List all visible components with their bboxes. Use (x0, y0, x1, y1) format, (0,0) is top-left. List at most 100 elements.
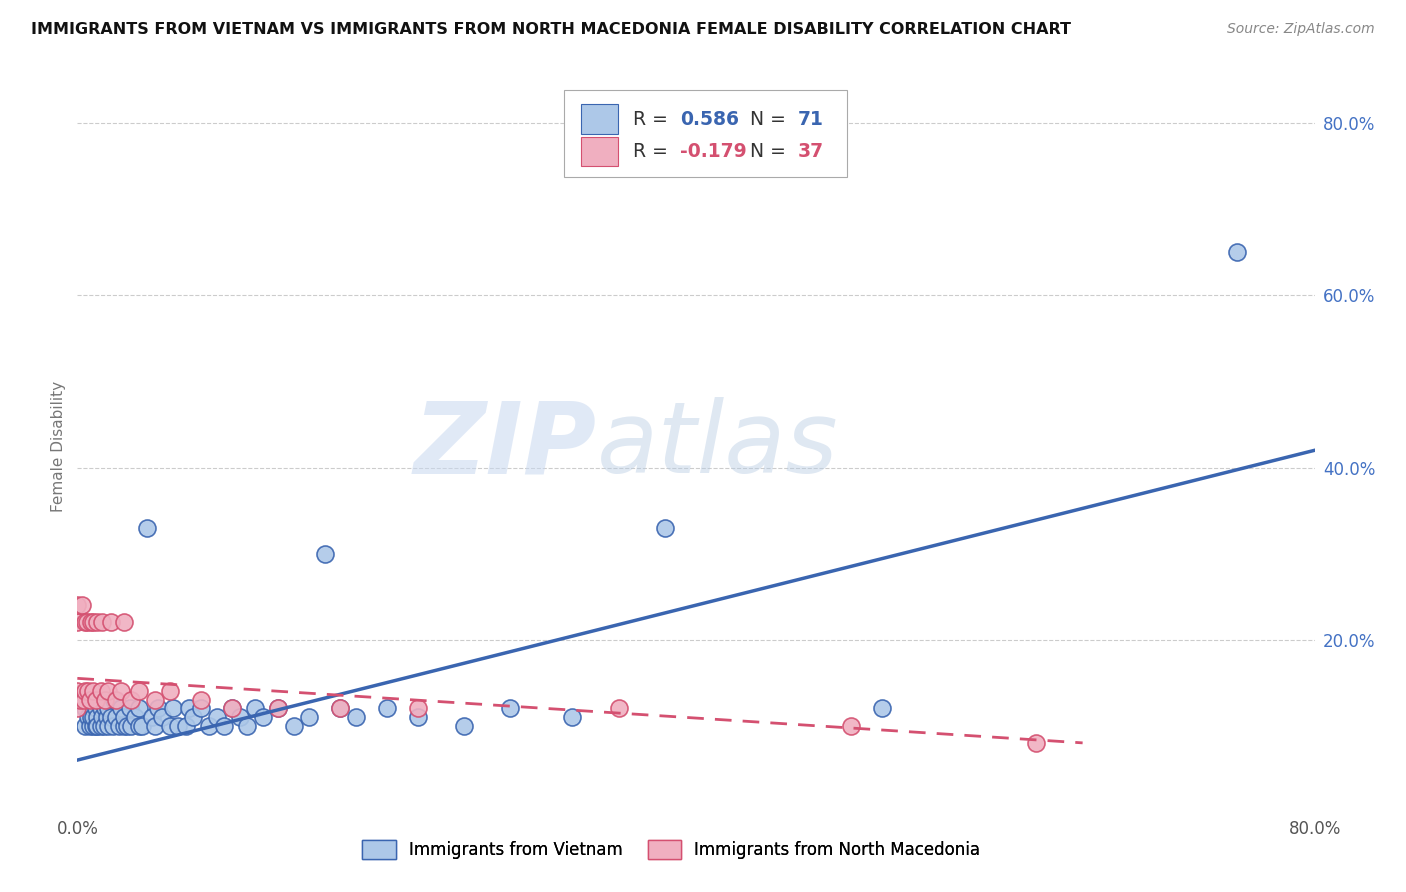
Point (76, 615, 98, 630)
Point (84, 719, 107, 733)
Point (75, 719, 96, 733)
Text: N =: N = (738, 142, 792, 161)
Point (112, 615, 135, 630)
Point (118, 701, 141, 715)
Text: atlas: atlas (598, 398, 838, 494)
Point (90, 719, 111, 733)
Point (84, 701, 107, 715)
Point (90, 701, 111, 715)
Point (70, 598, 93, 612)
Text: 0.586: 0.586 (681, 110, 740, 128)
Text: -0.179: -0.179 (681, 142, 747, 161)
Point (236, 719, 259, 733)
Point (136, 521, 159, 535)
Text: Source: ZipAtlas.com: Source: ZipAtlas.com (1227, 22, 1375, 37)
Point (177, 701, 200, 715)
Point (112, 710, 135, 724)
Point (87, 693, 110, 707)
Point (167, 719, 190, 733)
Point (214, 719, 236, 733)
Point (93, 719, 115, 733)
Y-axis label: Female Disability: Female Disability (51, 380, 66, 512)
Point (183, 710, 205, 724)
Point (82, 701, 104, 715)
Point (110, 701, 132, 715)
Point (82, 684, 104, 698)
Point (82, 719, 104, 733)
Point (112, 719, 135, 733)
Point (72, 693, 94, 707)
Text: ZIP: ZIP (413, 398, 598, 494)
Point (96, 710, 118, 724)
Point (75, 701, 96, 715)
Point (267, 701, 290, 715)
Point (80, 615, 103, 630)
Point (128, 684, 150, 698)
FancyBboxPatch shape (581, 136, 619, 166)
Point (86, 719, 108, 733)
Text: 71: 71 (797, 110, 824, 128)
Point (205, 710, 228, 724)
Point (607, 701, 630, 715)
Point (654, 521, 676, 535)
Point (128, 701, 150, 715)
Point (267, 701, 290, 715)
Point (406, 701, 429, 715)
Point (77, 684, 100, 698)
Point (159, 684, 181, 698)
Point (141, 710, 163, 724)
Point (84, 693, 107, 707)
Point (105, 710, 127, 724)
Text: 37: 37 (797, 142, 824, 161)
Point (143, 719, 166, 733)
Point (190, 693, 212, 707)
Point (79, 693, 101, 707)
Point (406, 710, 429, 724)
Point (94, 701, 117, 715)
Point (69, 693, 91, 707)
Legend: Immigrants from Vietnam, Immigrants from North Macedonia: Immigrants from Vietnam, Immigrants from… (356, 833, 987, 865)
Point (159, 719, 181, 733)
Point (86, 710, 108, 724)
Point (221, 701, 243, 715)
Point (314, 547, 336, 561)
Point (115, 719, 138, 733)
Point (1025, 736, 1047, 750)
Point (82, 615, 104, 630)
Point (245, 701, 267, 715)
Point (252, 710, 274, 724)
Point (283, 719, 305, 733)
FancyBboxPatch shape (564, 90, 846, 177)
Point (453, 719, 475, 733)
Point (100, 710, 122, 724)
Point (870, 701, 893, 715)
Text: N =: N = (738, 110, 792, 128)
Point (124, 710, 146, 724)
Point (66, 701, 89, 715)
Point (162, 701, 184, 715)
Point (499, 701, 522, 715)
Point (329, 701, 352, 715)
FancyBboxPatch shape (581, 104, 619, 134)
Point (190, 701, 212, 715)
Point (94, 693, 117, 707)
Point (329, 701, 352, 715)
Point (82, 710, 104, 724)
Point (344, 710, 367, 724)
Point (101, 719, 124, 733)
Point (839, 719, 862, 733)
Point (221, 701, 243, 715)
Point (66, 598, 89, 612)
Point (91, 710, 114, 724)
Point (100, 615, 122, 630)
Point (79, 693, 101, 707)
Point (90, 684, 111, 698)
Point (105, 693, 127, 707)
Point (75, 684, 96, 698)
Point (131, 719, 153, 733)
Point (121, 693, 143, 707)
Point (198, 719, 221, 733)
Point (103, 693, 125, 707)
Point (1226, 245, 1249, 260)
Point (228, 710, 252, 724)
